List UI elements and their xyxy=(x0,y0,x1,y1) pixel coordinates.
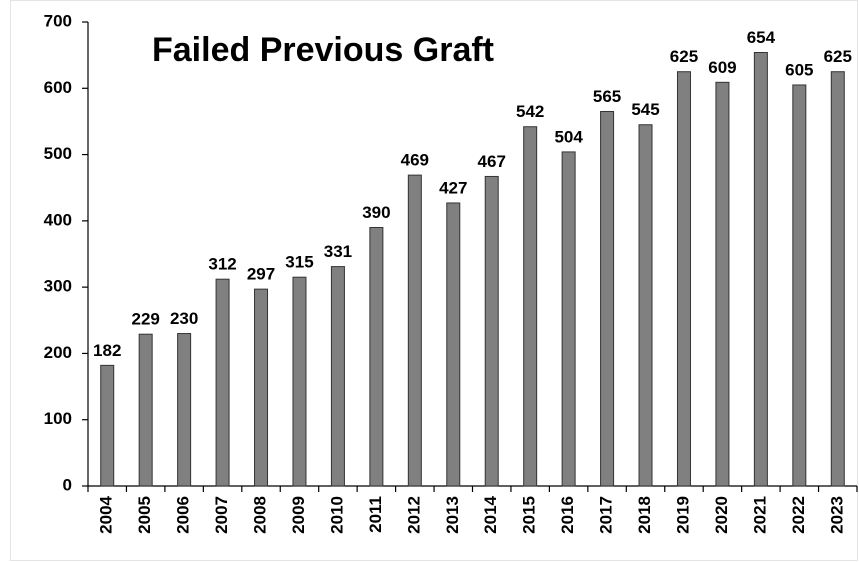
x-tick-label: 2004 xyxy=(97,495,116,533)
bar xyxy=(369,226,384,487)
y-tick-label: 300 xyxy=(44,277,72,296)
bar xyxy=(138,333,153,487)
x-tick-label: 2005 xyxy=(135,496,154,534)
bar xyxy=(561,151,576,487)
x-tick-label: 2006 xyxy=(174,496,193,534)
x-tick-label: 2020 xyxy=(712,496,731,534)
bar xyxy=(676,71,691,487)
bar xyxy=(100,364,115,487)
x-tick-label: 2021 xyxy=(750,496,769,534)
x-tick-label: 2016 xyxy=(558,496,577,534)
x-tick-label: 2017 xyxy=(597,496,616,534)
value-label: 390 xyxy=(362,203,390,222)
value-label: 504 xyxy=(554,127,583,146)
value-label: 427 xyxy=(439,178,467,197)
y-tick-label: 600 xyxy=(44,78,72,97)
value-label: 625 xyxy=(670,47,698,66)
bar xyxy=(407,174,422,487)
y-tick-label: 700 xyxy=(44,11,72,30)
y-tick-label: 500 xyxy=(44,144,72,163)
bar xyxy=(446,202,461,487)
x-tick-label: 2011 xyxy=(366,496,385,533)
chart-title: Failed Previous Graft xyxy=(152,31,494,69)
value-label: 297 xyxy=(247,265,275,284)
y-tick-label: 0 xyxy=(63,475,72,494)
bar xyxy=(177,333,192,487)
value-label: 229 xyxy=(131,310,159,329)
x-tick-label: 2009 xyxy=(289,496,308,534)
bar xyxy=(830,71,845,487)
value-label: 654 xyxy=(747,28,776,47)
x-tick-label: 2010 xyxy=(327,496,346,534)
value-label: 315 xyxy=(285,253,313,272)
x-tick-label: 2014 xyxy=(481,495,500,533)
x-tick-label: 2007 xyxy=(212,496,231,534)
bar xyxy=(292,276,307,487)
value-label: 331 xyxy=(324,242,352,261)
bar xyxy=(523,126,538,487)
value-label: 182 xyxy=(93,341,121,360)
x-tick-label: 2018 xyxy=(635,496,654,534)
value-label: 312 xyxy=(208,255,236,274)
value-label: 230 xyxy=(170,309,198,328)
bar xyxy=(600,110,615,487)
y-tick-label: 400 xyxy=(44,210,72,229)
x-tick-label: 2019 xyxy=(673,496,692,534)
bar xyxy=(254,288,269,487)
value-label: 625 xyxy=(824,47,852,66)
bar xyxy=(638,124,653,487)
value-label: 542 xyxy=(516,102,544,121)
value-label: 565 xyxy=(593,87,621,106)
bar xyxy=(215,278,230,487)
value-label: 605 xyxy=(785,60,813,79)
x-tick-label: 2012 xyxy=(404,496,423,534)
x-tick-label: 2023 xyxy=(827,496,846,534)
bar xyxy=(792,84,807,487)
bar xyxy=(330,266,345,487)
y-tick-label: 200 xyxy=(44,343,72,362)
value-label: 609 xyxy=(708,58,736,77)
value-label: 467 xyxy=(478,152,506,171)
bar xyxy=(484,175,499,487)
value-label: 545 xyxy=(631,100,659,119)
chart-border xyxy=(10,0,858,561)
value-label: 469 xyxy=(401,151,429,170)
y-tick-label: 100 xyxy=(44,409,72,428)
x-tick-label: 2008 xyxy=(251,496,270,534)
x-tick-label: 2015 xyxy=(520,496,539,534)
x-tick-label: 2022 xyxy=(789,496,808,534)
x-tick-label: 2013 xyxy=(443,496,462,534)
bar xyxy=(715,81,730,487)
bar xyxy=(753,51,768,487)
